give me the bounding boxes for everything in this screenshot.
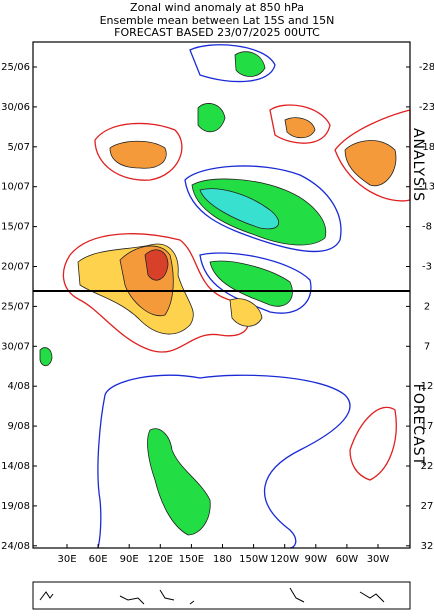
y2-tick-label: -23: [419, 102, 434, 113]
title-line: FORECAST BASED 23/07/2025 00UTC: [114, 26, 320, 39]
y-tick-label: 24/08: [1, 541, 30, 552]
y-tick-label: 30/06: [1, 102, 30, 113]
y-tick-label: 20/07: [1, 262, 30, 273]
analysis-label: ANALYSIS: [410, 128, 426, 202]
y2-tick-label: -18: [419, 142, 434, 153]
x-tick-label: 60W: [336, 554, 359, 565]
y-tick-label: 10/07: [1, 182, 30, 193]
map-strip: [32, 581, 411, 610]
y2-tick-label: 2: [424, 301, 430, 312]
y-tick-label: 4/08: [8, 381, 30, 392]
x-tick-label: 150W: [239, 554, 268, 565]
y2-tick-label: -8: [422, 222, 432, 233]
x-tick-label: 120W: [270, 554, 299, 565]
y-tick-label: 25/06: [1, 62, 30, 73]
y2-tick-label: 17: [421, 421, 434, 432]
y2-tick-label: 7: [424, 341, 430, 352]
x-tick-label: 30W: [367, 554, 390, 565]
y2-tick-label: 32: [421, 541, 434, 552]
y-tick-label: 19/08: [1, 501, 30, 512]
x-tick-label: 30E: [57, 554, 76, 565]
y2-tick-label: -28: [419, 62, 434, 73]
y2-tick-label: -13: [419, 182, 434, 193]
y2-tick-label: 22: [421, 461, 434, 472]
x-tick-label: 60E: [89, 554, 108, 565]
y-tick-label: 14/08: [1, 461, 30, 472]
y-tick-label: 25/07: [1, 301, 30, 312]
plot-frame: [32, 41, 411, 549]
contours: [39, 44, 411, 549]
y2-tick-label: 12: [421, 381, 434, 392]
y-tick-label: 30/07: [1, 341, 30, 352]
title-line: Zonal wind anomaly at 850 hPa: [130, 1, 304, 14]
title-line: Ensemble mean between Lat 15S and 15N: [100, 14, 335, 27]
x-tick-label: 90W: [304, 554, 327, 565]
y-tick-label: 9/08: [8, 421, 30, 432]
y2-tick-label: 27: [421, 501, 434, 512]
y-tick-label: 15/07: [1, 222, 30, 233]
y2-tick-label: -3: [422, 262, 432, 273]
x-tick-label: 90E: [120, 554, 139, 565]
x-tick-label: 180: [213, 554, 232, 565]
y-tick-label: 5/07: [8, 142, 30, 153]
x-tick-label: 150E: [179, 554, 204, 565]
x-tick-label: 120E: [148, 554, 173, 565]
forecast-label: FORECAST: [410, 384, 426, 466]
